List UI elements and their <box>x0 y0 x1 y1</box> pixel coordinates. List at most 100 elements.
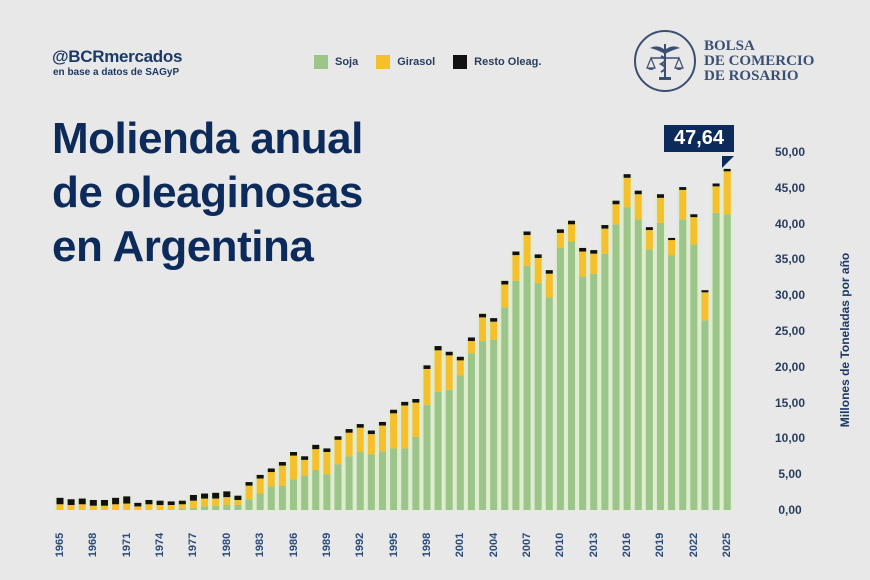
logo-line: DE COMERCIO <box>704 52 815 69</box>
bar-segment <box>612 200 620 205</box>
bar-segment <box>67 499 75 505</box>
bar-segment <box>690 244 698 510</box>
bar-segment <box>590 250 598 254</box>
bar-segment <box>212 505 220 510</box>
value-callout: 47,64 <box>664 125 735 152</box>
bar-segment <box>212 492 220 499</box>
legend-item-girasol: Girasol <box>376 55 435 69</box>
bar-segment <box>434 391 442 510</box>
y-tick-label: 45,00 <box>774 180 806 195</box>
bar-segment <box>501 284 509 308</box>
x-tick-label: 1977 <box>187 532 200 558</box>
bar-segment <box>356 452 364 510</box>
bar-segment <box>201 493 209 499</box>
bar-segment <box>201 498 209 507</box>
bar-segment <box>612 204 620 225</box>
bar-segment <box>679 219 687 510</box>
y-tick-label: 50,00 <box>774 145 806 159</box>
bar-segment <box>323 452 331 475</box>
logo-line: BOLSA <box>704 37 755 54</box>
bar-segment <box>623 177 631 208</box>
bar-segment <box>378 421 386 426</box>
bar-segment <box>501 280 509 285</box>
bar-segment <box>634 194 642 220</box>
bar-segment <box>256 474 264 479</box>
x-tick-label: 2025 <box>721 532 734 558</box>
bar-segment <box>112 504 120 510</box>
bar-segment <box>123 503 131 510</box>
bar-segment <box>278 462 286 466</box>
handle: @BCRmercados <box>52 47 183 66</box>
bar-segment <box>301 475 309 510</box>
bar-segment <box>412 399 420 403</box>
bar-segment <box>445 355 453 390</box>
bar-segment <box>579 251 587 277</box>
bar-segment <box>523 235 531 266</box>
bar-segment <box>345 456 353 510</box>
bar-segment <box>590 273 598 510</box>
bar-segment <box>512 251 520 256</box>
soja-swatch <box>314 55 328 69</box>
x-tick-label: 1974 <box>154 532 167 558</box>
bar-segment <box>345 429 353 433</box>
bar-segment <box>390 413 398 449</box>
bar-segment <box>234 495 242 500</box>
bar-segment <box>479 341 487 510</box>
title-line: en Argentina <box>52 222 314 271</box>
bar-segment <box>412 402 420 437</box>
bar-segment <box>234 504 242 510</box>
bar-segment <box>556 247 564 510</box>
bar-segment <box>89 505 97 510</box>
bar-segment <box>167 509 175 510</box>
bcr-logo: BOLSA DE COMERCIO DE ROSARIO <box>634 30 814 92</box>
bar-segment <box>89 499 97 506</box>
bar-segment <box>456 360 464 376</box>
bar-segment <box>201 506 209 510</box>
bar-segment <box>723 168 731 172</box>
bar-segment <box>545 297 553 510</box>
bar-segment <box>223 497 231 505</box>
x-tick-label: 1989 <box>320 532 333 558</box>
x-tick-label: 1992 <box>354 532 367 558</box>
bar-segment <box>334 436 342 440</box>
bar-segment <box>234 499 242 505</box>
bar-segment <box>390 409 398 414</box>
bar-segment <box>490 318 498 322</box>
bar-segment <box>67 504 75 510</box>
x-tick-label: 2013 <box>587 532 600 558</box>
bar-segment <box>145 499 153 505</box>
y-tick-label: 15,00 <box>774 395 806 410</box>
bar-segment <box>634 190 642 195</box>
bar-segment <box>601 225 609 229</box>
bar-segment <box>301 459 309 476</box>
bar-segment <box>545 270 553 274</box>
bar-segment <box>356 427 364 453</box>
girasol-swatch <box>376 55 391 69</box>
legend-item-resto: Resto Oleag. <box>453 55 541 69</box>
y-tick-label: 35,00 <box>774 252 806 267</box>
y-tick-label: 0,00 <box>778 503 802 517</box>
bar-segment <box>679 187 687 190</box>
bar-segment <box>301 456 309 460</box>
legend: Soja Girasol Resto Oleag. <box>314 55 541 69</box>
bar-segment <box>278 465 286 486</box>
bar-segment <box>712 183 720 187</box>
legend-label: Resto Oleag. <box>474 56 542 68</box>
y-tick-label: 5,00 <box>778 467 802 482</box>
bar-segment <box>467 337 475 342</box>
x-tick-label: 1986 <box>287 532 300 558</box>
bar-segment <box>167 504 175 510</box>
bar-segment <box>490 339 498 510</box>
bar-segment <box>245 499 253 510</box>
bar-segment <box>356 424 364 428</box>
legend-label: Soja <box>335 56 359 68</box>
bar-segment <box>145 504 153 510</box>
y-tick-label: 25,00 <box>774 324 806 338</box>
bar-segment <box>712 186 720 213</box>
bar-segment <box>267 468 275 473</box>
x-tick-label: 2016 <box>621 532 634 558</box>
bar-segment <box>434 346 442 351</box>
bar-segment <box>556 229 564 233</box>
x-tick-label: 1971 <box>120 532 133 558</box>
bar-segment <box>445 389 453 510</box>
